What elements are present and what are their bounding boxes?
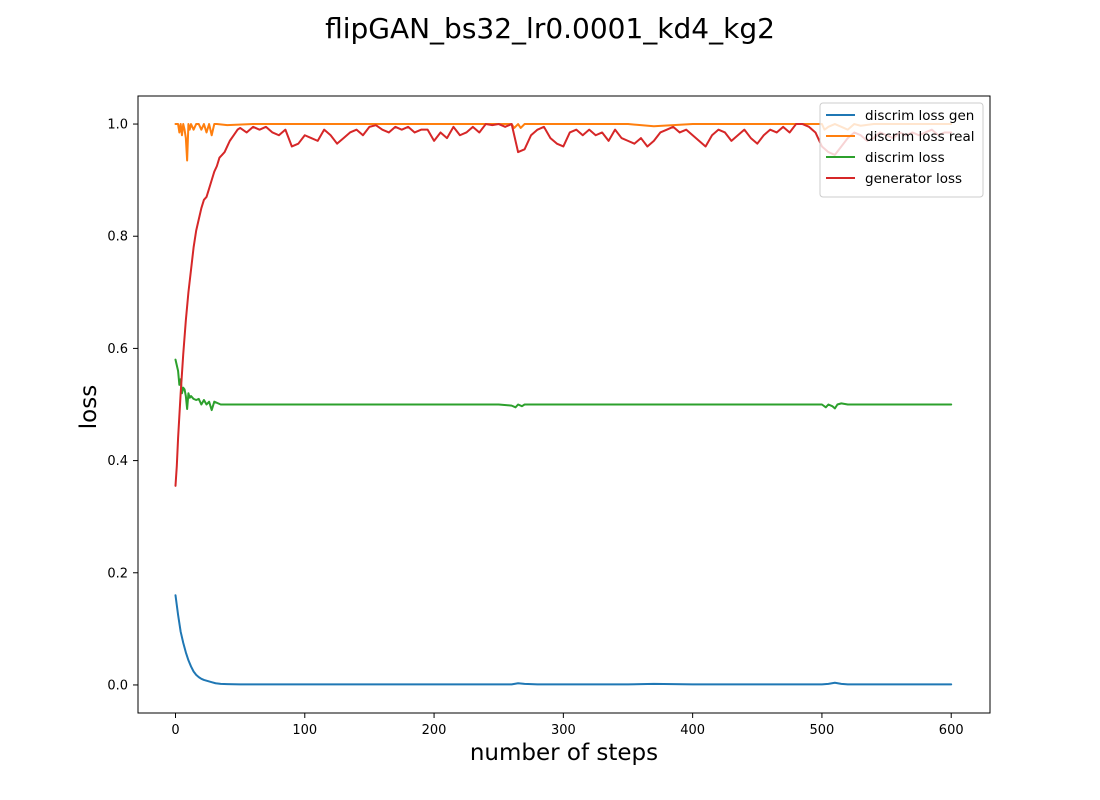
y-tick-label: 0.4 xyxy=(107,454,128,469)
axes-frame xyxy=(137,95,991,714)
legend-label: discrim loss gen xyxy=(865,108,974,124)
series-line-2 xyxy=(174,358,953,412)
plot-area xyxy=(174,123,953,686)
x-tick-label: 100 xyxy=(292,723,317,738)
x-tick-label: 300 xyxy=(551,723,576,738)
x-tick-label: 500 xyxy=(810,723,835,738)
legend: discrim loss gen discrim loss real discrim… xyxy=(819,102,984,198)
x-axis-label: number of steps xyxy=(470,740,658,766)
x-tick-label: 400 xyxy=(680,723,705,738)
legend-label: discrim loss xyxy=(865,150,945,166)
legend-label: generator loss xyxy=(865,171,962,187)
x-axis: 0 100 200 300 400 500 600 xyxy=(171,713,964,738)
y-tick-label: 1.0 xyxy=(107,118,128,133)
x-tick-label: 600 xyxy=(939,723,964,738)
y-tick-label: 0.2 xyxy=(107,566,128,581)
legend-label: discrim loss real xyxy=(865,129,974,145)
chart-title: flipGAN_bs32_lr0.0001_kd4_kg2 xyxy=(325,12,775,45)
y-tick-label: 0.0 xyxy=(107,678,128,693)
y-tick-label: 0.6 xyxy=(107,342,128,357)
y-tick-label: 0.8 xyxy=(107,230,128,245)
series-line-0 xyxy=(174,594,953,686)
x-tick-label: 200 xyxy=(422,723,447,738)
series-line-3 xyxy=(174,123,953,487)
legend-box xyxy=(819,102,984,198)
y-axis: 0.0 0.2 0.4 0.6 0.8 1.0 xyxy=(107,118,138,693)
y-axis-label: loss xyxy=(76,385,102,429)
x-tick-label: 0 xyxy=(171,723,179,738)
